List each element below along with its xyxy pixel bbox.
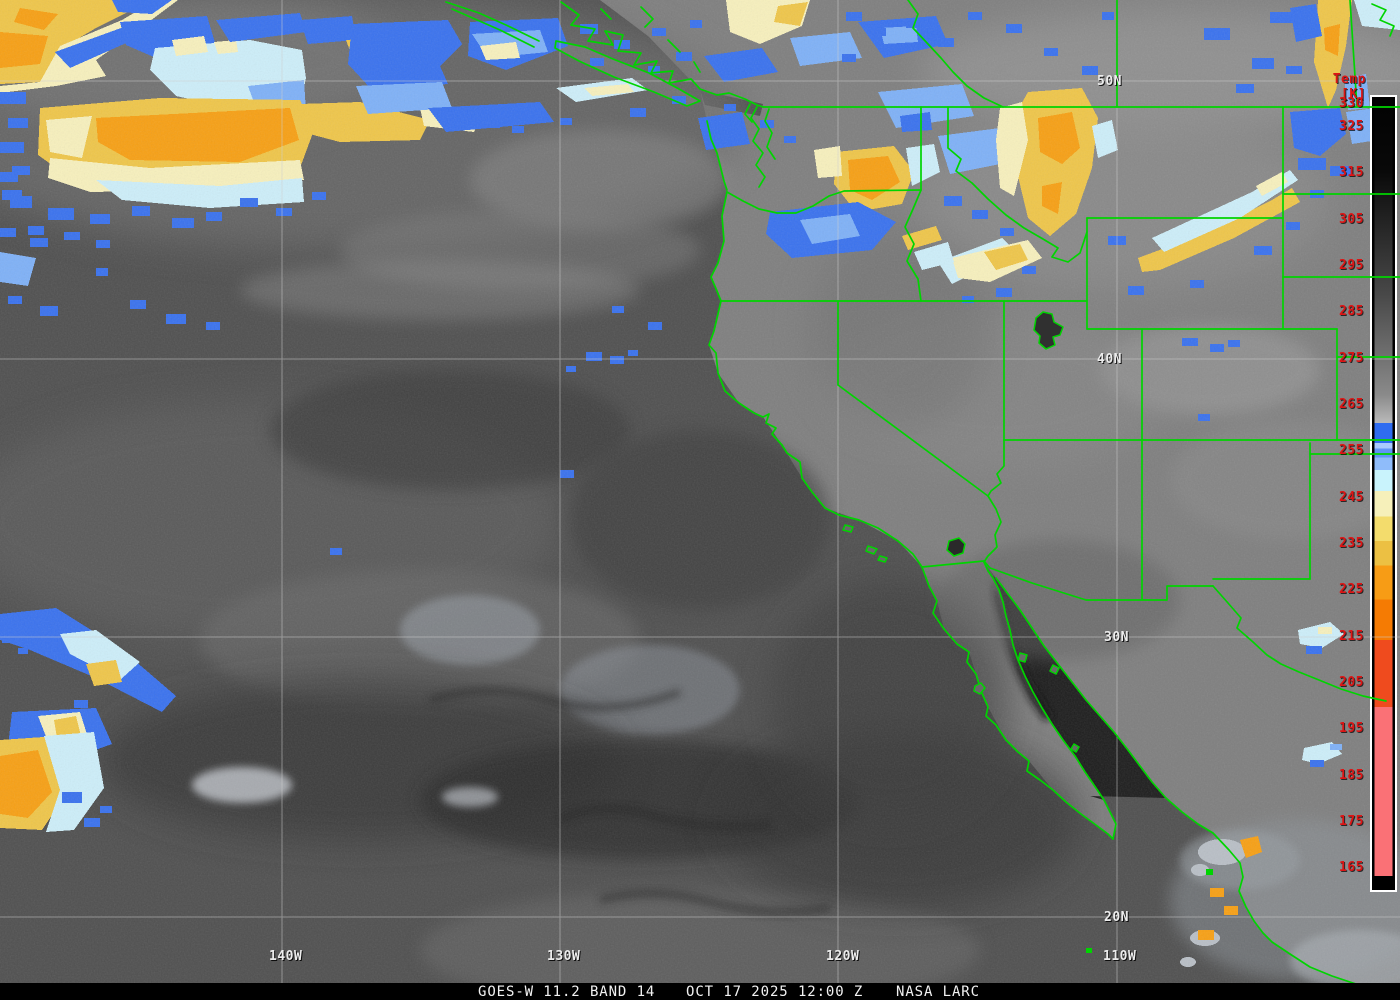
colorbar-tick: 255 [1339, 443, 1364, 458]
colorbar-tick: 330 [1339, 96, 1364, 111]
lon-label-130w: 130W [547, 949, 581, 964]
lat-label-40n: 40N [1097, 352, 1122, 367]
colorbar-tick: 285 [1339, 304, 1364, 319]
colorbar-tick: 225 [1339, 582, 1364, 597]
colorbar-tick: 305 [1339, 212, 1364, 227]
colorbar-tick: 215 [1339, 629, 1364, 644]
temperature-colorbar [1370, 95, 1397, 892]
lat-label-50n: 50N [1097, 74, 1122, 89]
colorbar-title: Temp [K] [1332, 72, 1366, 102]
colorbar-scale [1374, 100, 1393, 876]
lat-label-30n: 30N [1104, 630, 1129, 645]
colorbar-tick: 325 [1339, 119, 1364, 134]
colorbar-tick: 235 [1339, 536, 1364, 551]
credit-label: NASA LARC [896, 984, 980, 1000]
colorbar-tick: 315 [1339, 165, 1364, 180]
timestamp-label: OCT 17 2025 12:00 Z [686, 984, 864, 1000]
colorbar-tick: 195 [1339, 721, 1364, 736]
colorbar-tick: 275 [1339, 351, 1364, 366]
colorbar-tick: 185 [1339, 768, 1364, 783]
status-bar: GOES-W 11.2 BAND 14 OCT 17 2025 12:00 Z … [0, 983, 1400, 1000]
lon-label-140w: 140W [269, 949, 303, 964]
colorbar-tick: 295 [1339, 258, 1364, 273]
product-label: GOES-W 11.2 BAND 14 [478, 984, 656, 1000]
lat-label-20n: 20N [1104, 910, 1129, 925]
lon-label-110w: 110W [1103, 949, 1137, 964]
colorbar-tick: 165 [1339, 860, 1364, 875]
colorbar-tick: 265 [1339, 397, 1364, 412]
colorbar-tick: 175 [1339, 814, 1364, 829]
lon-label-120w: 120W [826, 949, 860, 964]
colorbar-tick: 205 [1339, 675, 1364, 690]
state-country-boundaries [445, 0, 1400, 984]
colorbar-tick: 245 [1339, 490, 1364, 505]
